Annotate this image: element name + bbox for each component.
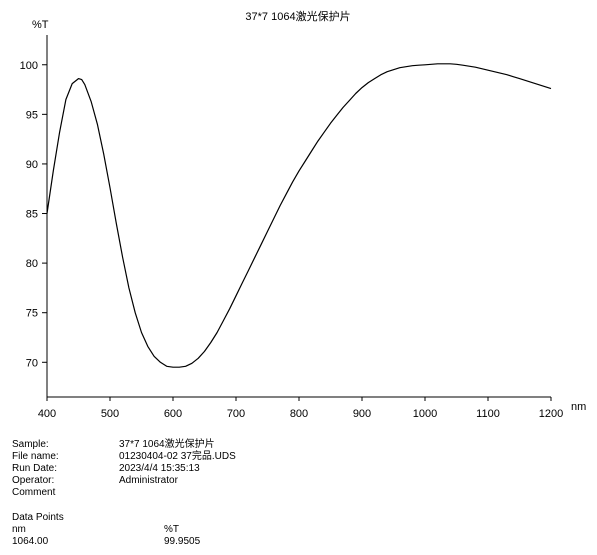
- data-point-transmittance: 99.9505: [164, 536, 201, 547]
- data-point-wavelength: 1064.00: [12, 536, 49, 547]
- info-label: Comment: [12, 487, 56, 498]
- y-axis-label: %T: [32, 19, 49, 31]
- chart-title: 37*7 1064激光保护片: [245, 9, 350, 23]
- data-points-col2-header: %T: [164, 524, 179, 535]
- x-tick-label: 600: [164, 408, 182, 420]
- info-label: Run Date:: [12, 463, 58, 474]
- x-tick-label: 900: [353, 408, 371, 420]
- x-tick-label: 800: [290, 408, 308, 420]
- y-tick-label: 75: [26, 308, 38, 320]
- x-tick-label: 400: [38, 408, 56, 420]
- x-tick-label: 500: [101, 408, 119, 420]
- y-tick-label: 100: [20, 60, 38, 72]
- x-tick-label: 1200: [539, 408, 563, 420]
- y-tick-label: 90: [26, 159, 38, 171]
- transmission-chart: 37*7 1064激光保护片 %T nm 70 75 80 85 90 95 100 400…: [20, 9, 587, 420]
- info-label: File name:: [12, 451, 59, 462]
- x-tick-label: 700: [227, 408, 245, 420]
- y-tick-label: 80: [26, 258, 38, 270]
- x-ticks: 400 500 600 700 800 900 1000 1100 1200: [38, 397, 563, 420]
- info-value: 37*7 1064激光保护片: [119, 439, 215, 450]
- x-axis-label: nm: [571, 401, 586, 413]
- data-points-col1-header: nm: [12, 524, 26, 535]
- data-points-heading: Data Points: [12, 512, 64, 523]
- info-value: 2023/4/4 15:35:13: [119, 463, 200, 474]
- info-label: Sample:: [12, 439, 49, 450]
- info-value: 01230404-02 37完品.UDS: [119, 451, 236, 462]
- info-value: Administrator: [119, 475, 178, 486]
- series-line: [46, 63, 552, 368]
- y-tick-label: 70: [26, 357, 38, 369]
- y-ticks: 70 75 80 85 90 95 100: [20, 60, 47, 369]
- x-tick-label: 1100: [476, 408, 500, 420]
- y-tick-label: 85: [26, 209, 38, 221]
- x-tick-label: 1000: [413, 408, 437, 420]
- series-layer: [46, 63, 552, 368]
- y-tick-label: 95: [26, 109, 38, 121]
- info-label: Operator:: [12, 475, 55, 486]
